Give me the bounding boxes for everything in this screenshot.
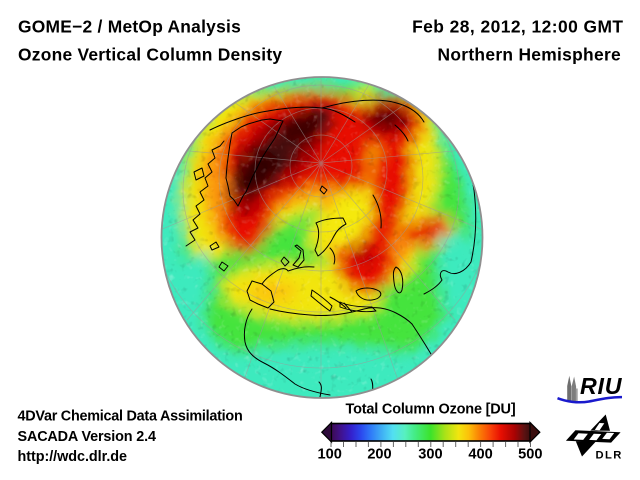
svg-text:200: 200 <box>367 447 391 463</box>
svg-text:500: 500 <box>518 447 542 463</box>
svg-text:100: 100 <box>318 447 342 463</box>
svg-text:http://wdc.dlr.de: http://wdc.dlr.de <box>18 449 128 465</box>
svg-text:Northern Hemisphere: Northern Hemisphere <box>437 45 621 65</box>
svg-text:Ozone Vertical Column Density: Ozone Vertical Column Density <box>18 45 282 65</box>
svg-text:300: 300 <box>418 447 442 463</box>
svg-text:400: 400 <box>468 447 492 463</box>
svg-text:Total Column Ozone [DU]: Total Column Ozone [DU] <box>346 402 516 418</box>
svg-text:Feb 28, 2012, 12:00 GMT: Feb 28, 2012, 12:00 GMT <box>412 17 623 37</box>
svg-text:4DVar Chemical Data Assimilati: 4DVar Chemical Data Assimilation <box>18 408 243 424</box>
svg-text:RIU: RIU <box>580 373 623 399</box>
svg-text:SACADA Version 2.4: SACADA Version 2.4 <box>18 429 156 445</box>
svg-text:GOME−2 / MetOp Analysis: GOME−2 / MetOp Analysis <box>18 17 241 37</box>
svg-text:DLR: DLR <box>596 450 623 462</box>
